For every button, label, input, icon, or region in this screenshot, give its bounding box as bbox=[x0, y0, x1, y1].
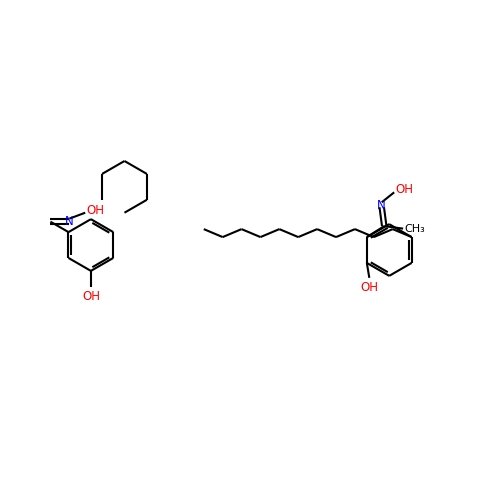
Text: OH: OH bbox=[396, 183, 413, 196]
Text: OH: OH bbox=[86, 204, 104, 217]
Text: N: N bbox=[378, 198, 386, 212]
Text: CH₃: CH₃ bbox=[404, 224, 425, 234]
Text: OH: OH bbox=[360, 282, 378, 294]
Text: N: N bbox=[65, 215, 74, 228]
Text: OH: OH bbox=[82, 290, 100, 304]
